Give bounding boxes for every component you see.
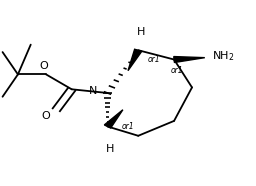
Text: or1: or1 <box>122 122 134 131</box>
Polygon shape <box>174 57 205 62</box>
Text: O: O <box>42 111 50 121</box>
Text: or1: or1 <box>170 66 183 75</box>
Text: N: N <box>89 86 98 96</box>
Text: H: H <box>137 27 145 37</box>
Polygon shape <box>128 49 142 71</box>
Text: H: H <box>106 144 114 154</box>
Text: O: O <box>39 61 48 71</box>
Polygon shape <box>104 110 123 128</box>
Text: NH$_2$: NH$_2$ <box>212 49 235 63</box>
Text: or1: or1 <box>147 55 160 64</box>
